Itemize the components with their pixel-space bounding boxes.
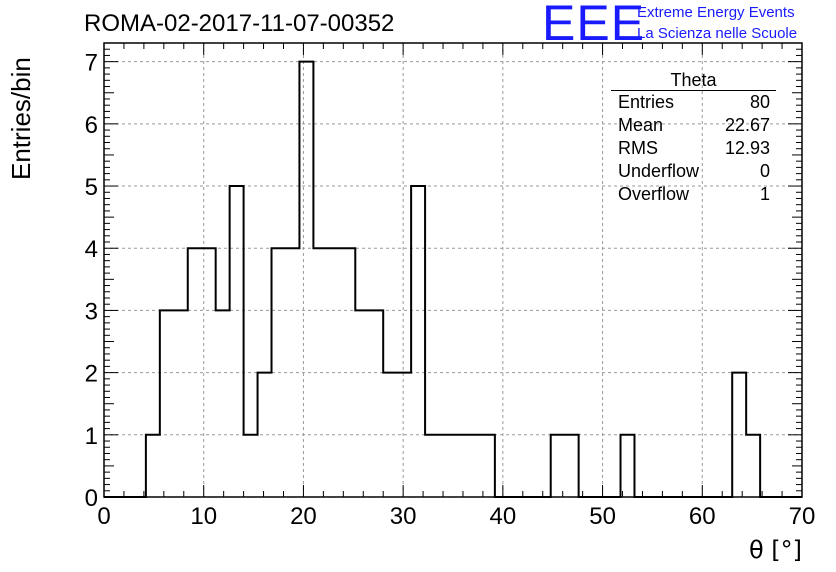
logo-line-1: Extreme Energy Events	[637, 4, 795, 21]
histogram-bin	[146, 435, 160, 497]
y-tick-label: 7	[85, 50, 98, 77]
histogram-bin	[732, 373, 746, 497]
stats-row-rms: RMS 12.93	[611, 137, 776, 160]
stats-row-entries: Entries 80	[611, 91, 776, 114]
stats-value: 1	[759, 184, 770, 204]
histogram-bin	[174, 310, 188, 497]
histogram-bin	[188, 248, 202, 497]
histogram-bin	[341, 248, 355, 497]
x-axis-label: θ [°]	[748, 536, 802, 564]
stats-label: Overflow	[618, 184, 690, 204]
histogram-bin	[272, 248, 286, 497]
x-tick-label: 50	[589, 503, 616, 530]
y-tick-label: 4	[85, 236, 98, 263]
x-tick-label: 30	[390, 503, 417, 530]
x-tick-label: 60	[689, 503, 716, 530]
y-tick-label: 0	[85, 485, 98, 512]
histogram-bin	[467, 435, 481, 497]
y-tick-label: 5	[85, 174, 98, 201]
stats-value: 22.67	[724, 115, 770, 135]
run-title: ROMA-02-2017-11-07-00352	[84, 10, 395, 37]
histogram-bin	[258, 373, 272, 497]
histogram-bin	[565, 435, 579, 497]
plot-frame	[103, 42, 803, 498]
x-tick-label: 70	[789, 503, 816, 530]
x-tick-label: 10	[190, 503, 217, 530]
stats-title: Theta	[611, 70, 776, 91]
eee-logo: EEE	[542, 0, 646, 51]
histogram-bin	[481, 435, 495, 497]
stats-label: Entries	[618, 92, 675, 112]
stats-label: Underflow	[618, 161, 700, 181]
histogram-bin	[230, 186, 244, 497]
histogram-bin	[439, 435, 453, 497]
histogram-bin	[425, 435, 439, 497]
histogram-bin	[746, 435, 760, 497]
stats-box: Theta Entries 80 Mean 22.67 RMS 12.93 Un…	[611, 70, 776, 206]
stats-value: 12.93	[724, 138, 770, 158]
histogram-bin	[355, 310, 369, 497]
stats-row-underflow: Underflow 0	[611, 160, 776, 183]
histogram-bin	[453, 435, 467, 497]
histogram-bin	[285, 248, 299, 497]
stats-row-mean: Mean 22.67	[611, 114, 776, 137]
logo-line-2: La Scienza nelle Scuole	[637, 25, 798, 42]
histogram-bin	[397, 373, 411, 497]
y-tick-label: 6	[85, 112, 98, 139]
y-tick-label: 1	[85, 423, 98, 450]
histogram-bin	[216, 310, 230, 497]
y-tick-label: 2	[85, 361, 98, 388]
stats-label: RMS	[618, 138, 658, 158]
histogram-bin	[369, 310, 383, 497]
histogram-bin	[383, 373, 397, 497]
stats-value: 0	[759, 161, 770, 181]
histogram-bin	[299, 62, 313, 497]
stats-row-overflow: Overflow 1	[611, 183, 776, 206]
histogram-bin	[244, 435, 258, 497]
x-tick-label: 40	[490, 503, 517, 530]
y-axis-label: Entries/bin	[6, 57, 36, 180]
histogram-bin	[411, 186, 425, 497]
histogram-bin	[327, 248, 341, 497]
y-tick-label: 3	[85, 298, 98, 325]
histogram-bin	[551, 435, 565, 497]
histogram-bin	[621, 435, 635, 497]
x-tick-label: 0	[97, 503, 110, 530]
histogram-bin	[202, 248, 216, 497]
histogram-bin	[313, 248, 327, 497]
histogram-bin	[160, 310, 174, 497]
stats-value: 80	[749, 92, 770, 112]
x-tick-label: 20	[290, 503, 317, 530]
stats-label: Mean	[618, 115, 664, 135]
